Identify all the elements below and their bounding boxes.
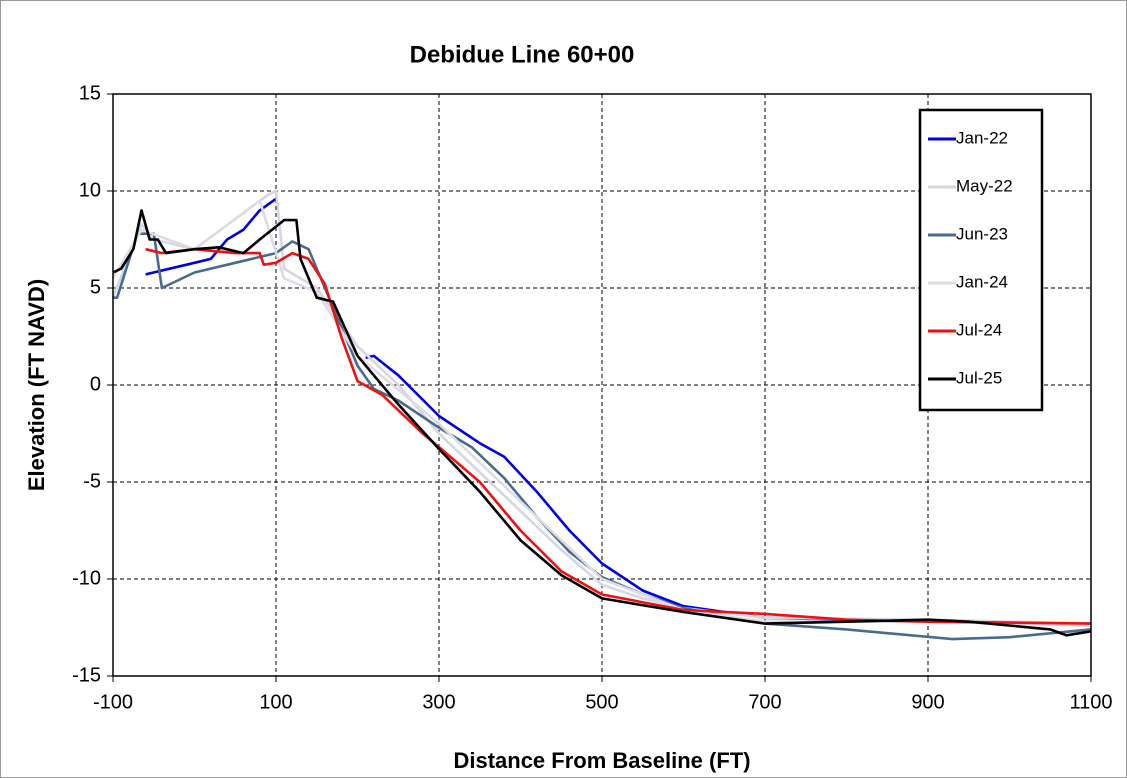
legend-box	[918, 108, 1044, 412]
y-tick-label: -5	[83, 470, 101, 492]
x-tick-label: -100	[93, 691, 133, 713]
x-tick-label: 300	[422, 691, 455, 713]
legend: Jan-22 May-22 Jun-23 Jan-24 Jul-24 Jul-25	[918, 108, 1044, 412]
y-tick-label: -15	[72, 664, 101, 686]
x-tick-label: 700	[748, 691, 781, 713]
y-tick-label: 5	[90, 276, 101, 298]
y-tick-label: 10	[79, 179, 101, 201]
y-axis-label: Elevation (FT NAVD)	[24, 279, 49, 491]
y-tick-label: 0	[90, 373, 101, 395]
y-tick-label: -10	[72, 567, 101, 589]
series-line	[112, 209, 1092, 637]
legend-label: Jun-23	[956, 224, 1008, 243]
series-line	[145, 247, 1092, 625]
chart-title: Debidue Line 60+00	[410, 41, 635, 68]
series-line	[111, 199, 1092, 627]
x-tick-label: 900	[911, 691, 944, 713]
x-tick-label: 500	[585, 691, 618, 713]
x-tick-label: 100	[259, 691, 292, 713]
x-tick-label: 1100	[1069, 691, 1112, 713]
legend-label: Jan-24	[956, 272, 1008, 291]
legend-label: May-22	[956, 176, 1013, 195]
legend-label: Jul-24	[956, 320, 1002, 339]
lines	[111, 189, 1092, 641]
plot-border	[112, 93, 1092, 677]
x-axis-label: Distance From Baseline (FT)	[453, 748, 750, 773]
legend-label: Jul-25	[956, 368, 1002, 387]
y-tick-label: 15	[79, 82, 101, 104]
legend-label: Jan-22	[956, 128, 1008, 147]
